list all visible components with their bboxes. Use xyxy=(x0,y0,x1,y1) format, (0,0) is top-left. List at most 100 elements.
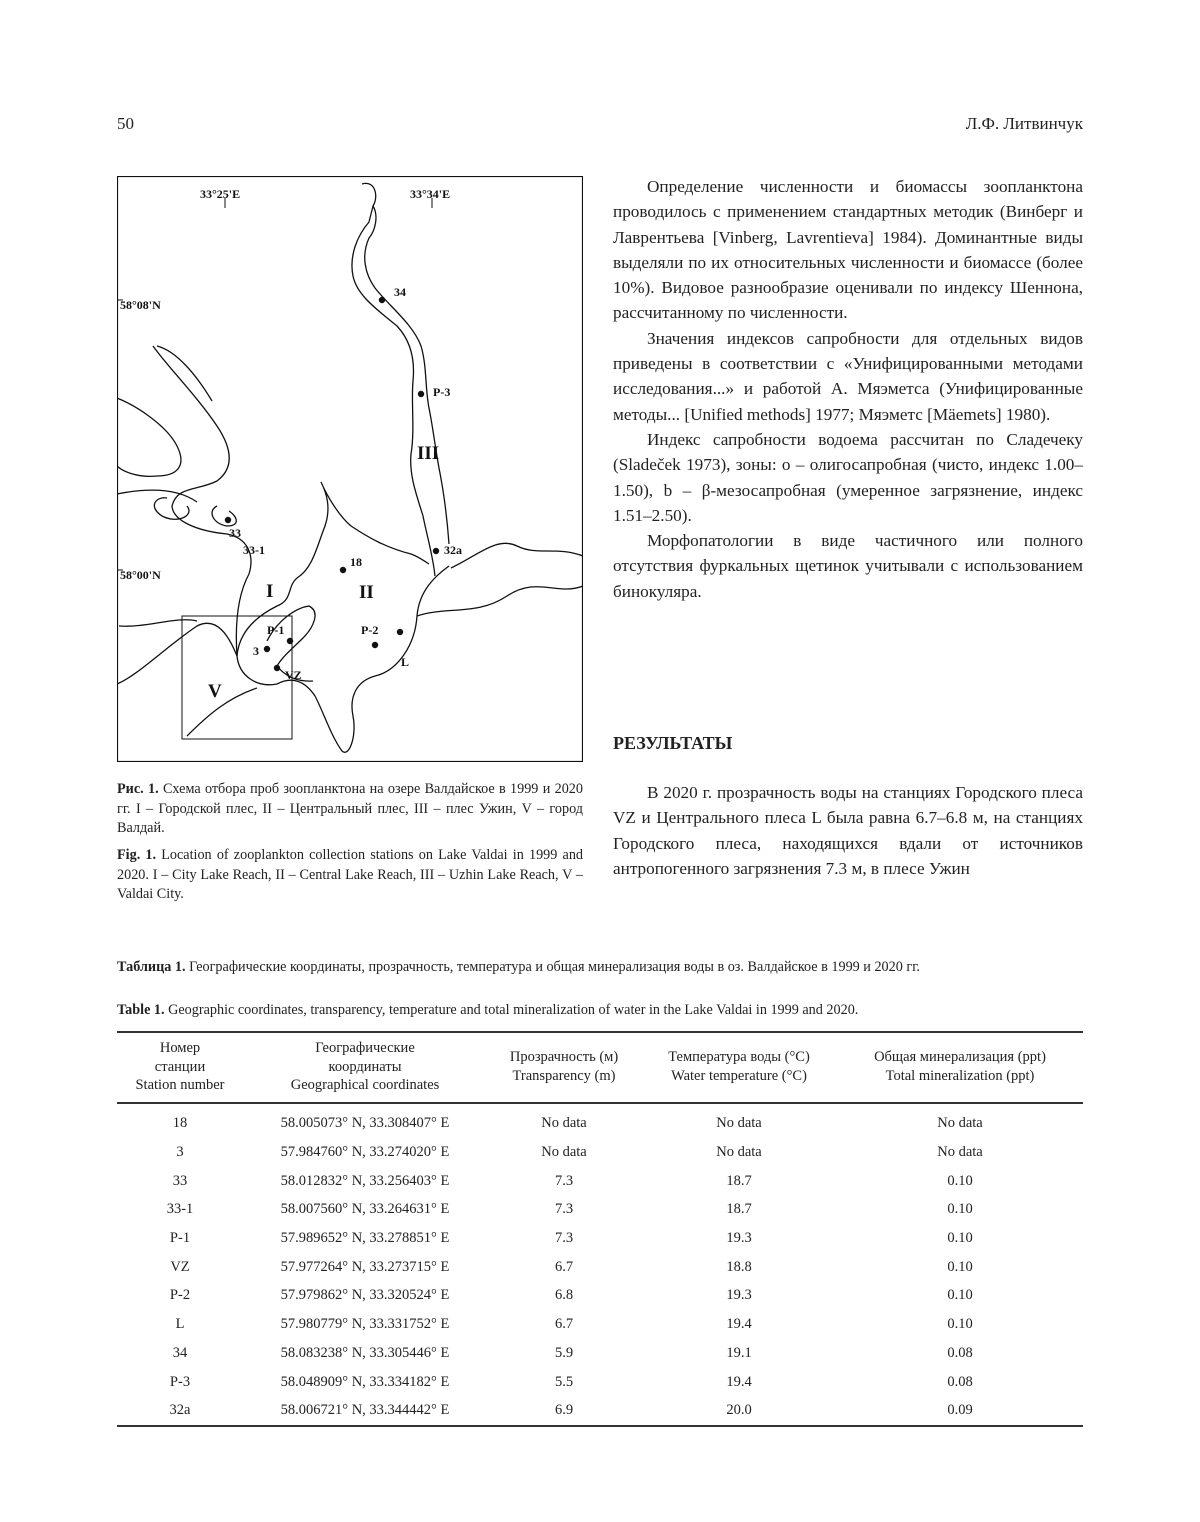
station-dot-32a xyxy=(433,548,439,554)
station-dot-33 xyxy=(225,517,231,523)
table-cell: 58.012832° N, 33.256403° E xyxy=(243,1167,487,1196)
table-cell: 58.083238° N, 33.305446° E xyxy=(243,1339,487,1368)
table-cell: 0.10 xyxy=(837,1196,1083,1225)
column-header: ГеографическиекоординатыGeographical coo… xyxy=(243,1032,487,1103)
table-row: 32a58.006721° N, 33.344442° E6.920.00.09 xyxy=(117,1396,1083,1426)
table-cell: 19.1 xyxy=(641,1339,837,1368)
table-cell: 7.3 xyxy=(487,1224,641,1253)
table-cell: 19.3 xyxy=(641,1282,837,1311)
table-header-row: НомерстанцииStation number Географически… xyxy=(117,1032,1083,1103)
station-dot-vz xyxy=(274,665,280,671)
table-row: 357.984760° N, 33.274020° E No dataNo dat… xyxy=(117,1138,1083,1167)
table-cell: P-3 xyxy=(117,1368,243,1397)
shoreline xyxy=(117,183,583,752)
table-cell: No data xyxy=(837,1103,1083,1139)
figure-caption-ru: Рис. 1. Схема отбора проб зоопланктона н… xyxy=(117,780,583,839)
paragraph: Морфопатологии в виде частичного или пол… xyxy=(613,528,1083,604)
column-header: Прозрачность (м)Transparency (m) xyxy=(487,1032,641,1103)
table-cell: 33 xyxy=(117,1167,243,1196)
reach-label: II xyxy=(359,582,374,603)
table-cell: 5.9 xyxy=(487,1339,641,1368)
table-row: 1858.005073° N, 33.308407° ENo dataNo da… xyxy=(117,1103,1083,1139)
table-row: 3358.012832° N, 33.256403° E7.318.70.10 xyxy=(117,1167,1083,1196)
map-frame xyxy=(118,177,583,762)
table-cell: VZ xyxy=(117,1253,243,1282)
table-cell: 0.10 xyxy=(837,1253,1083,1282)
body-text-results: В 2020 г. прозрачность воды на станциях … xyxy=(613,780,1083,881)
table-cell: 0.10 xyxy=(837,1310,1083,1339)
table-cell: 0.10 xyxy=(837,1224,1083,1253)
latitude-label: 58°00'N xyxy=(120,568,161,582)
table-cell: 0.09 xyxy=(837,1396,1083,1426)
table-cell: L xyxy=(117,1310,243,1339)
table-cell: 0.08 xyxy=(837,1368,1083,1397)
table-cell: 32a xyxy=(117,1396,243,1426)
table-cell: 6.7 xyxy=(487,1253,641,1282)
page-number: 50 xyxy=(117,114,134,134)
table-cell: 57.980779° N, 33.331752° E xyxy=(243,1310,487,1339)
station-label: 32a xyxy=(444,543,462,557)
table-cell: 57.989652° N, 33.278851° E xyxy=(243,1224,487,1253)
station-label: 18 xyxy=(350,555,362,569)
table-cell: 57.977264° N, 33.273715° E xyxy=(243,1253,487,1282)
column-header: Общая минерализация (ppt)Total mineraliz… xyxy=(837,1032,1083,1103)
longitude-label: 33°25'E xyxy=(200,187,240,201)
table-row: P-358.048909° N, 33.334182° E5.519.40.08 xyxy=(117,1368,1083,1397)
section-heading: РЕЗУЛЬТАТЫ xyxy=(613,733,732,754)
station-dot-p2 xyxy=(372,642,378,648)
table-cell: 57.979862° N, 33.320524° E xyxy=(243,1282,487,1311)
table-cell: 19.4 xyxy=(641,1310,837,1339)
table-cell: 18.7 xyxy=(641,1196,837,1225)
body-text-methods: Определение численности и биомассы зоопл… xyxy=(613,174,1083,604)
figure-caption-en: Fig. 1. Location of zooplankton collecti… xyxy=(117,846,583,905)
table-cell: 20.0 xyxy=(641,1396,837,1426)
reach-label: V xyxy=(208,681,222,702)
station-markers xyxy=(225,297,439,671)
table-cell: 5.5 xyxy=(487,1368,641,1397)
table-row: L57.980779° N, 33.331752° E6.719.40.10 xyxy=(117,1310,1083,1339)
station-label: P-3 xyxy=(433,385,450,399)
table-cell: 0.10 xyxy=(837,1282,1083,1311)
paragraph: Значения индексов сапробности для отдель… xyxy=(613,326,1083,427)
table-cell: 58.005073° N, 33.308407° E xyxy=(243,1103,487,1139)
station-label: P-1 xyxy=(267,623,284,637)
table-cell: No data xyxy=(641,1138,837,1167)
station-dot-34 xyxy=(379,297,385,303)
reach-label: III xyxy=(417,443,439,464)
table-cell: No data xyxy=(641,1103,837,1139)
table-cell: 7.3 xyxy=(487,1167,641,1196)
table-cell: 6.8 xyxy=(487,1282,641,1311)
data-table: НомерстанцииStation number Географически… xyxy=(117,1031,1083,1427)
table-cell: 6.9 xyxy=(487,1396,641,1426)
station-dot-l xyxy=(397,629,403,635)
station-label: 33-1 xyxy=(243,543,265,557)
table-cell: 18.8 xyxy=(641,1253,837,1282)
column-header: Температура воды (°C)Water temperature (… xyxy=(641,1032,837,1103)
lake-map-figure: 33°25'E 33°34'E 58°08'N 58°00'N 34 P-3 3… xyxy=(117,176,583,762)
table-cell: 0.08 xyxy=(837,1339,1083,1368)
table-cell: 18.7 xyxy=(641,1167,837,1196)
table-cell: 57.984760° N, 33.274020° E xyxy=(243,1138,487,1167)
table-cell: P-2 xyxy=(117,1282,243,1311)
table-caption-ru: Таблица 1. Географические координаты, пр… xyxy=(117,958,1083,976)
longitude-label: 33°34'E xyxy=(410,187,450,201)
table-caption-en: Table 1. Geographic coordinates, transpa… xyxy=(117,1001,1083,1019)
table-cell: 58.007560° N, 33.264631° E xyxy=(243,1196,487,1225)
column-header: НомерстанцииStation number xyxy=(117,1032,243,1103)
table-row: 3458.083238° N, 33.305446° E5.919.10.08 xyxy=(117,1339,1083,1368)
table-cell: No data xyxy=(487,1103,641,1139)
table-cell: 3 xyxy=(117,1138,243,1167)
station-dot-p3 xyxy=(418,391,424,397)
table-row: VZ57.977264° N, 33.273715° E6.718.80.10 xyxy=(117,1253,1083,1282)
table-cell: 0.10 xyxy=(837,1167,1083,1196)
table-cell: No data xyxy=(837,1138,1083,1167)
table-cell: 6.7 xyxy=(487,1310,641,1339)
station-dot-18 xyxy=(340,567,346,573)
table-cell: 58.048909° N, 33.334182° E xyxy=(243,1368,487,1397)
station-label: 34 xyxy=(394,285,406,299)
latitude-label: 58°08'N xyxy=(120,298,161,312)
paragraph: Определение численности и биомассы зоопл… xyxy=(613,174,1083,326)
table-cell: 7.3 xyxy=(487,1196,641,1225)
table-cell: 34 xyxy=(117,1339,243,1368)
station-label: 33 xyxy=(229,526,241,540)
